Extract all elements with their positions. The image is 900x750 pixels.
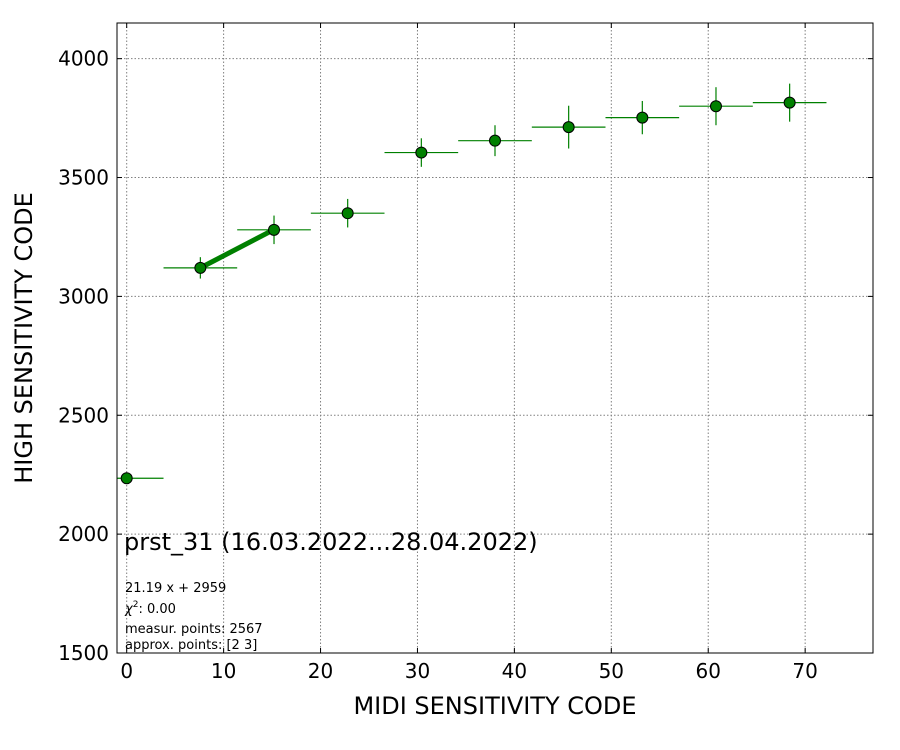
data-point: [562, 121, 575, 134]
approx-points: approx. points: [2 3]: [125, 638, 257, 653]
x-tick-label: 10: [211, 659, 236, 683]
axis-ticks: 0 10 20 30 40 50 60 70 1500 2000 2500 3000 3500 4000: [58, 23, 873, 683]
data-point: [783, 96, 796, 109]
y-tick-label: 1500: [58, 641, 109, 665]
x-tick-label: 0: [120, 659, 133, 683]
data-point: [709, 100, 722, 113]
fit-line: [199, 227, 276, 271]
chi2-value: : 0.00: [138, 602, 175, 617]
x-axis-title: MIDI SENSITIVITY CODE: [353, 692, 636, 720]
y-tick-label: 3000: [58, 284, 109, 308]
plot-frame: [116, 22, 874, 654]
measur-points: measur. points: 2567: [125, 622, 263, 637]
fit-equation: 21.19 x + 2959: [125, 581, 226, 596]
data-points: [120, 96, 796, 485]
data-point: [636, 111, 649, 124]
x-tick-label: 30: [405, 659, 430, 683]
fit-layer: [199, 227, 276, 271]
data-point: [489, 134, 501, 147]
data-point: [415, 146, 428, 159]
x-tick-label: 70: [792, 659, 817, 683]
y-tick-label: 4000: [58, 47, 109, 71]
x-tick-label: 20: [308, 659, 333, 683]
y-axis-title: HIGH SENSITIVITY CODE: [10, 192, 38, 484]
y-tick-label: 2000: [58, 522, 109, 546]
x-tick-label: 40: [502, 659, 527, 683]
data-point: [194, 261, 207, 274]
data-point: [120, 472, 133, 485]
y-tick-label: 3500: [58, 166, 109, 190]
chi2-label: χ2: 0.00: [124, 600, 176, 617]
x-tick-label: 60: [696, 659, 721, 683]
chart-annotation-title: prst_31 (16.03.2022...28.04.2022): [124, 528, 538, 556]
grid: [117, 23, 873, 654]
data-point: [341, 207, 354, 220]
x-tick-label: 50: [599, 659, 624, 683]
data-point: [268, 223, 281, 236]
y-tick-label: 2500: [58, 403, 109, 427]
